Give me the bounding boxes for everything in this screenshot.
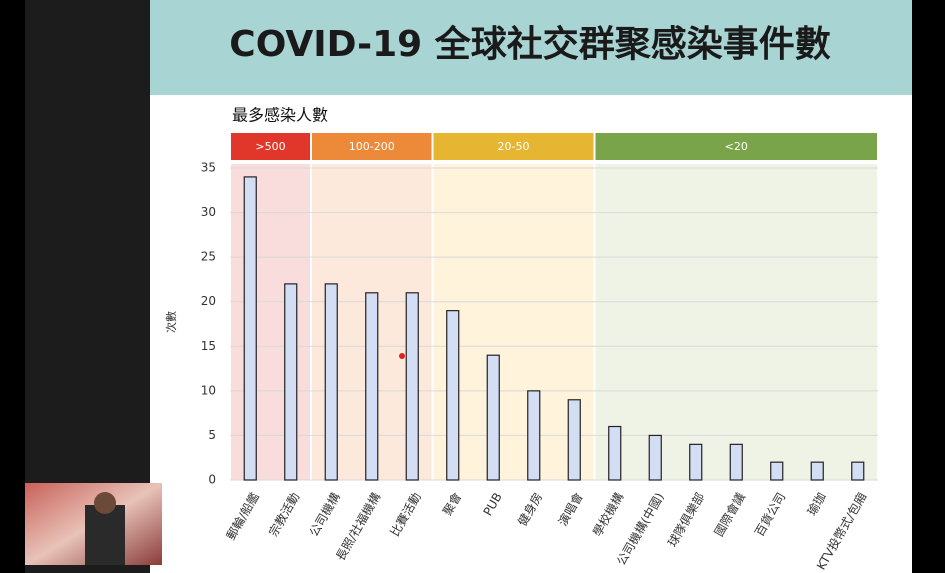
bar [608, 425, 622, 481]
bar [648, 434, 662, 481]
band-label: 20-50 [498, 140, 530, 153]
presenter-head [94, 492, 116, 514]
bar [284, 283, 298, 481]
band-header [312, 133, 432, 160]
y-tick-label: 30 [201, 205, 216, 219]
band-label: <20 [725, 140, 748, 153]
bar [851, 461, 865, 481]
y-tick-label: 5 [208, 428, 216, 442]
band-header [595, 133, 877, 160]
band-shade [433, 164, 594, 480]
bar [567, 399, 581, 481]
side-panel [25, 0, 150, 573]
bar [365, 292, 379, 481]
y-axis-label: 次數 [164, 311, 178, 333]
bar [405, 292, 419, 481]
bar [324, 283, 338, 481]
title-band [150, 0, 912, 95]
bar [689, 443, 703, 481]
bar [446, 310, 460, 481]
bar [486, 354, 500, 481]
band-shade [595, 164, 877, 480]
bar [243, 176, 257, 481]
y-tick-label: 35 [201, 161, 216, 175]
band-header [433, 133, 594, 160]
band-label: >500 [255, 140, 285, 153]
y-tick-label: 0 [208, 473, 216, 487]
chart-subtitle: 最多感染人數 [232, 106, 328, 125]
y-tick-label: 20 [201, 294, 216, 308]
laser-pointer [399, 353, 405, 359]
presenter [85, 505, 125, 565]
bar [729, 443, 743, 481]
bar [527, 390, 541, 481]
band-shade [231, 164, 310, 480]
band-header [231, 133, 310, 160]
bar [810, 461, 824, 481]
y-tick-label: 15 [201, 339, 216, 353]
y-tick-label: 25 [201, 250, 216, 264]
band-label: 100-200 [349, 140, 395, 153]
bar [770, 461, 784, 481]
y-tick-label: 10 [201, 383, 216, 397]
chart-title: COVID-19 全球社交群聚感染事件數 [229, 23, 830, 65]
